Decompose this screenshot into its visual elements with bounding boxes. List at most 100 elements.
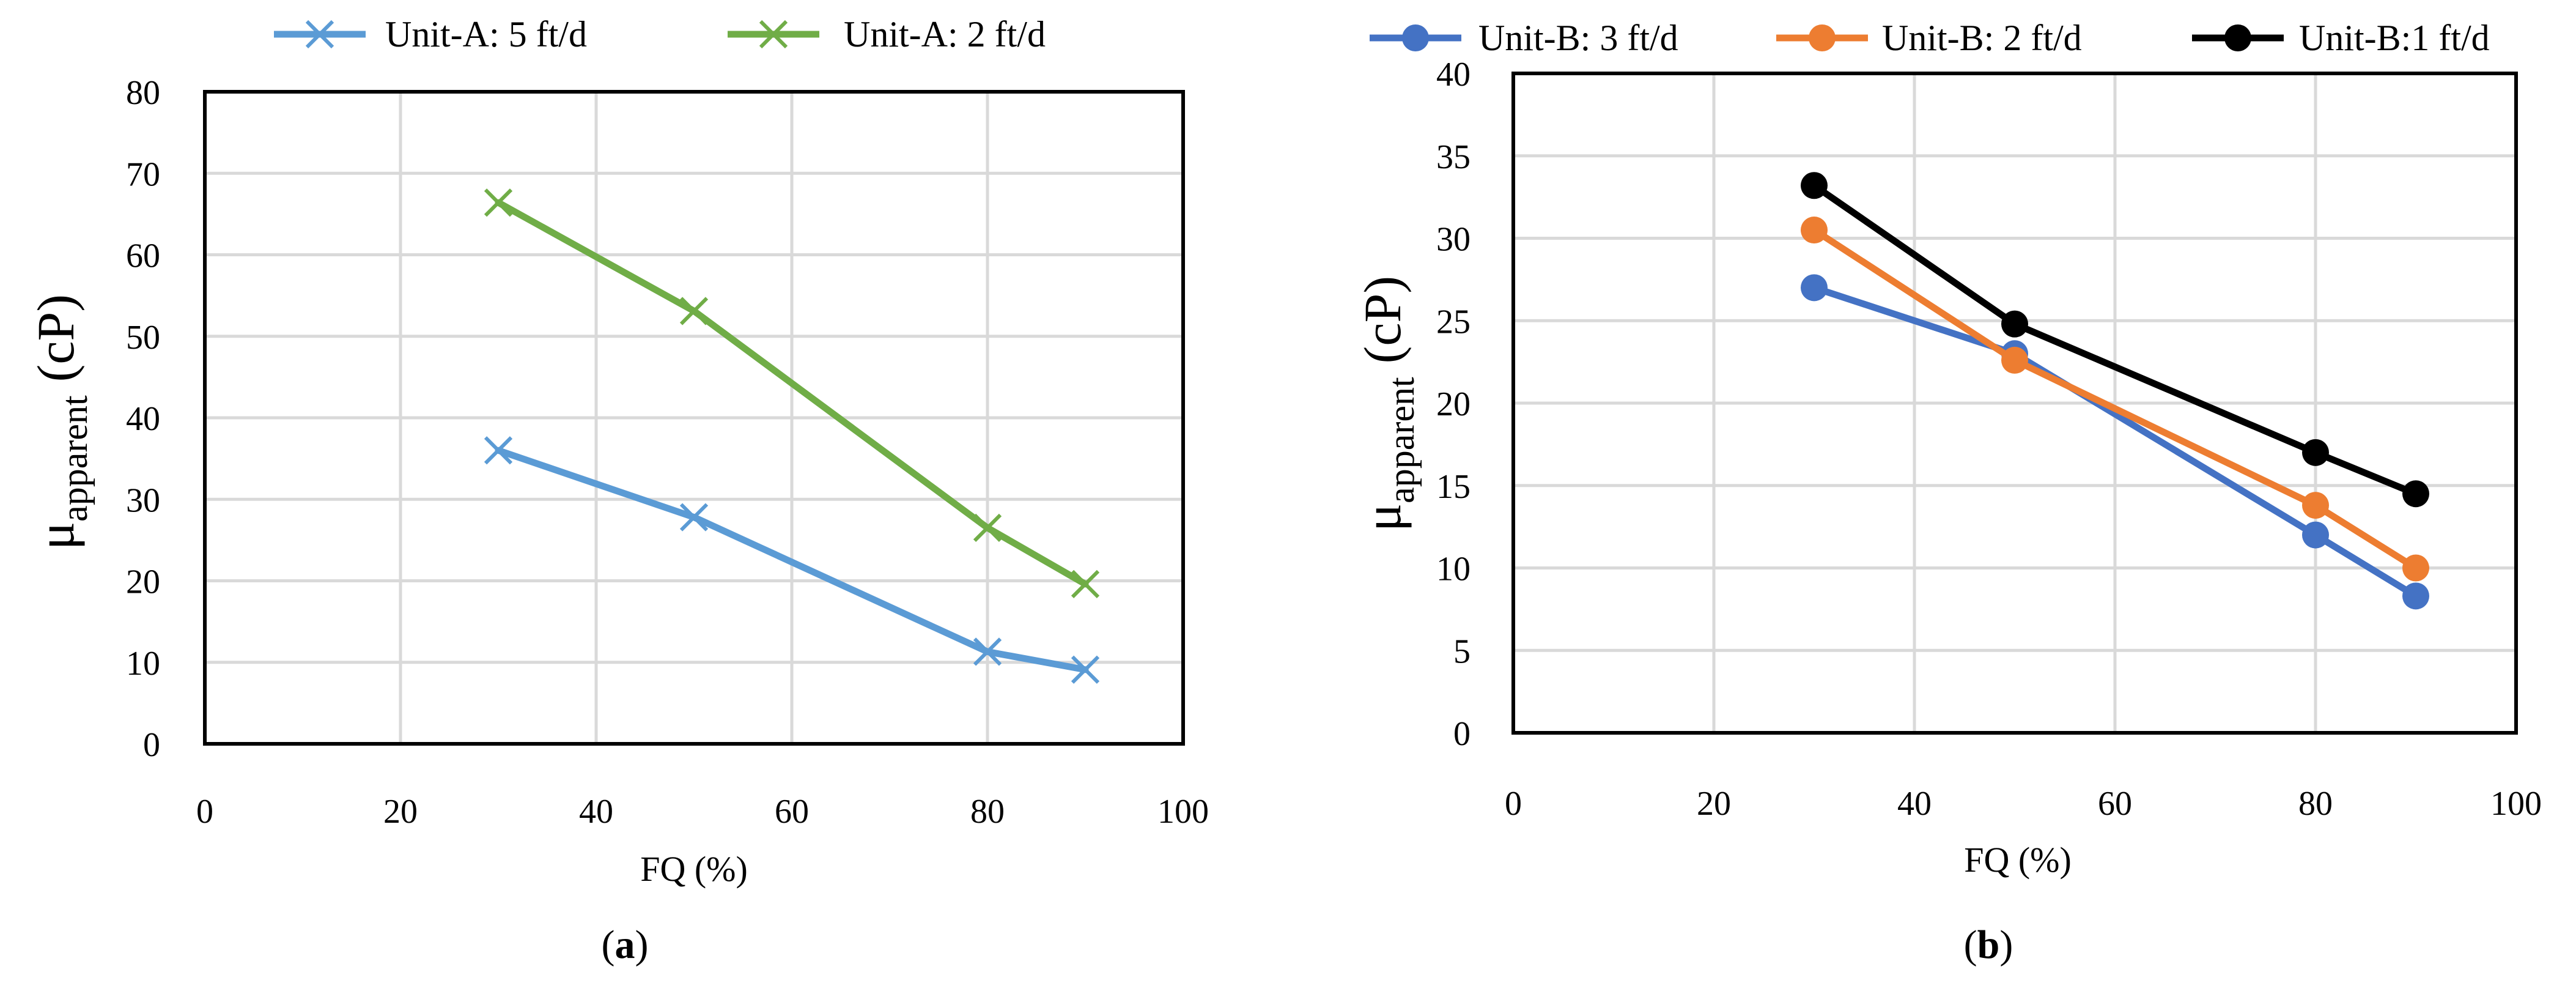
- y-tick-labels-b: 0 5 10 15 20 25 30 35 40: [1436, 56, 1471, 753]
- series-2: [484, 188, 1100, 598]
- legend-marker: [1809, 24, 1836, 51]
- x-tick-label: 0: [196, 793, 213, 831]
- data-point-marker: [2001, 346, 2028, 374]
- data-point-marker: [1801, 217, 1828, 244]
- caption-b-open: (: [1964, 922, 1977, 967]
- caption-a-open: (: [602, 922, 615, 967]
- chart-panel-b: 0 5 10 15 20 25 30 35 40 0 20 40 60 80 100 Unit-B: 3 …: [1353, 18, 2542, 967]
- legend-item: Unit-B: 3 ft/d: [1370, 18, 1678, 58]
- data-point-marker: [2402, 582, 2429, 610]
- legend-label: Unit-B: 2 ft/d: [1882, 18, 2082, 58]
- legend-marker: [1402, 24, 1429, 51]
- data-point-marker: [484, 188, 513, 217]
- legend-b: Unit-B: 3 ft/d Unit-B: 2 ft/d Unit-B:1 ft/…: [1370, 18, 2490, 58]
- x-tick-label: 40: [579, 793, 613, 831]
- y-tick-label: 5: [1453, 632, 1471, 670]
- legend-marker: [759, 20, 788, 49]
- x-tick-label: 20: [383, 793, 418, 831]
- data-point-marker: [2001, 310, 2028, 338]
- panel-caption-b: (b): [1964, 922, 2013, 967]
- y-axis-label-b-symbol: μ: [1353, 503, 1412, 532]
- x-tick-label: 40: [1897, 785, 1932, 823]
- x-axis-label-a: FQ (%): [640, 849, 748, 889]
- y-tick-label: 20: [126, 563, 160, 601]
- series-1: [1801, 274, 2429, 610]
- legend-label: Unit-A: 2 ft/d: [844, 14, 1046, 54]
- y-axis-label-b-subscript: apparent: [1381, 377, 1422, 503]
- plot-area-frame-a: [203, 90, 1185, 746]
- legend-label: Unit-B:1 ft/d: [2299, 18, 2490, 58]
- data-point-marker: [2402, 554, 2429, 582]
- caption-b-letter: b: [1977, 922, 2000, 967]
- chart-panel-a: 0 10 20 30 40 50 60 70 80 0 20 40 60 80 100 Unit-A: 5…: [26, 14, 1209, 967]
- x-tick-label: 80: [2298, 785, 2333, 823]
- x-tick-label: 80: [970, 793, 1005, 831]
- legend-label: Unit-B: 3 ft/d: [1478, 18, 1678, 58]
- data-point-marker: [679, 503, 709, 532]
- series-group-b: [1801, 172, 2429, 610]
- y-tick-label: 80: [126, 74, 160, 112]
- legend-item: Unit-B:1 ft/d: [2192, 18, 2490, 58]
- y-tick-label: 0: [1453, 715, 1471, 753]
- gridlines-b: [1513, 73, 2516, 733]
- series-2: [1801, 217, 2429, 582]
- data-point-marker: [2302, 492, 2329, 519]
- y-tick-label: 0: [143, 726, 160, 764]
- data-point-marker: [679, 297, 709, 325]
- x-tick-label: 0: [1505, 785, 1522, 823]
- y-tick-label: 25: [1436, 303, 1471, 341]
- y-tick-label: 10: [1436, 551, 1471, 588]
- panel-caption-a: (a): [602, 922, 649, 967]
- y-axis-label-b: μapparent (cP): [1353, 276, 1422, 532]
- data-point-marker: [1071, 655, 1100, 684]
- x-tick-label: 60: [2098, 785, 2132, 823]
- y-tick-label: 30: [1436, 221, 1471, 259]
- x-tick-label: 20: [1697, 785, 1731, 823]
- series-line: [1810, 226, 2419, 571]
- series-3: [1801, 172, 2429, 508]
- data-point-marker: [484, 436, 513, 465]
- caption-a-close: ): [635, 922, 649, 967]
- y-axis-label-a-symbol: μ: [26, 522, 85, 550]
- data-point-marker: [2302, 439, 2329, 466]
- x-tick-label: 100: [2490, 785, 2542, 823]
- series-line: [495, 447, 1089, 673]
- y-tick-labels-a: 0 10 20 30 40 50 60 70 80: [126, 74, 160, 764]
- y-tick-label: 10: [126, 645, 160, 683]
- y-tick-label: 15: [1436, 468, 1471, 506]
- data-point-marker: [1801, 172, 1828, 199]
- data-point-marker: [1071, 569, 1100, 598]
- y-tick-label: 60: [126, 237, 160, 275]
- series-line: [1810, 284, 2419, 599]
- legend-item: Unit-A: 5 ft/d: [274, 14, 587, 54]
- gridlines-a: [205, 92, 1183, 744]
- series-1: [484, 436, 1100, 684]
- y-tick-label: 40: [1436, 56, 1471, 94]
- data-point-marker: [973, 513, 1002, 543]
- data-point-marker: [2302, 521, 2329, 549]
- legend-a: Unit-A: 5 ft/d Unit-A: 2 ft/d: [274, 14, 1046, 54]
- data-point-marker: [2402, 480, 2429, 508]
- x-tick-label: 100: [1157, 793, 1209, 831]
- legend-item: Unit-B: 2 ft/d: [1776, 18, 2082, 58]
- caption-b-close: ): [1999, 922, 2013, 967]
- x-axis-label-b: FQ (%): [1964, 840, 2072, 880]
- data-point-marker: [973, 637, 1002, 666]
- legend-marker: [2224, 24, 2251, 51]
- x-tick-labels-a: 0 20 40 60 80 100: [196, 793, 1209, 831]
- data-point-marker: [1801, 274, 1828, 302]
- legend-item: Unit-A: 2 ft/d: [728, 14, 1046, 54]
- y-tick-label: 70: [126, 155, 160, 193]
- caption-a-letter: a: [615, 922, 635, 967]
- x-tick-label: 60: [775, 793, 809, 831]
- legend-marker: [305, 20, 334, 49]
- series-line: [1810, 182, 2419, 497]
- y-tick-label: 30: [126, 481, 160, 519]
- y-axis-label-a: μapparent (cP): [26, 294, 95, 550]
- y-tick-label: 50: [126, 319, 160, 357]
- series-group-a: [484, 188, 1100, 684]
- y-tick-label: 20: [1436, 385, 1471, 423]
- series-line: [495, 199, 1089, 588]
- y-tick-label: 40: [126, 400, 160, 438]
- x-tick-labels-b: 0 20 40 60 80 100: [1505, 785, 2542, 823]
